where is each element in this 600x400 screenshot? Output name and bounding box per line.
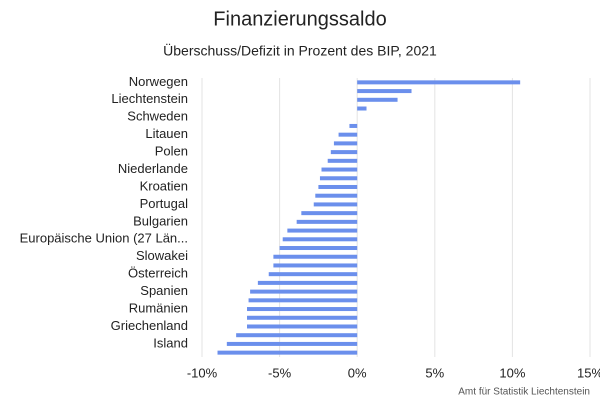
bar <box>333 141 358 146</box>
x-tick-label: -10% <box>187 365 218 380</box>
y-tick-label: Island <box>153 335 188 350</box>
y-tick-label: Schweden <box>127 109 188 124</box>
y-tick-label: Spanien <box>140 283 188 298</box>
bar <box>319 176 358 181</box>
bar <box>357 80 521 85</box>
y-tick-label: Portugal <box>140 196 189 211</box>
y-tick-label: Kroatien <box>140 178 188 193</box>
bar <box>273 254 358 259</box>
y-tick-label: Rumänien <box>129 300 188 315</box>
x-tick-label: 10% <box>499 365 525 380</box>
y-tick-label: Bulgarien <box>133 213 188 228</box>
y-tick-label: Griechenland <box>111 318 188 333</box>
bar <box>268 272 358 277</box>
y-tick-label: Niederlande <box>118 161 188 176</box>
bar <box>315 193 358 198</box>
x-tick-label: -5% <box>268 365 292 380</box>
bar <box>282 237 358 242</box>
bar <box>247 307 358 312</box>
bar <box>321 167 358 172</box>
y-tick-label: Liechtenstein <box>111 91 188 106</box>
bar <box>247 324 358 329</box>
bar <box>217 350 358 355</box>
bar <box>248 298 358 303</box>
x-tick-label: 5% <box>425 365 444 380</box>
bar <box>226 341 358 346</box>
bar <box>338 132 358 137</box>
bar <box>327 158 358 163</box>
bar <box>318 184 358 189</box>
bar <box>296 219 358 224</box>
bar <box>287 228 358 233</box>
y-tick-label: Norwegen <box>129 74 188 89</box>
source: Amt für Statistik Liechtenstein <box>458 387 590 398</box>
bar <box>330 150 358 155</box>
bar <box>349 123 358 128</box>
x-tick-label: 0% <box>348 365 367 380</box>
bar <box>357 89 412 94</box>
y-tick-label: Litauen <box>145 126 188 141</box>
y-tick-label: Slowakei <box>136 248 188 263</box>
x-tick-label: 15% <box>577 365 600 380</box>
bar <box>247 315 358 320</box>
y-tick-label: Österreich <box>128 266 188 281</box>
bar <box>250 289 358 294</box>
bar <box>357 97 398 102</box>
bar <box>357 106 367 111</box>
bar <box>313 202 358 207</box>
bar <box>301 211 358 216</box>
chart-subtitle: Überschuss/Defizit in Prozent des BIP, 2… <box>163 42 437 59</box>
bar <box>236 333 358 338</box>
bar <box>273 263 358 268</box>
bar <box>257 280 358 285</box>
chart-title: Finanzierungssaldo <box>213 8 386 30</box>
y-tick-label: Europäische Union (27 Län... <box>20 231 188 246</box>
bar <box>279 246 358 251</box>
y-tick-label: Polen <box>155 144 188 159</box>
